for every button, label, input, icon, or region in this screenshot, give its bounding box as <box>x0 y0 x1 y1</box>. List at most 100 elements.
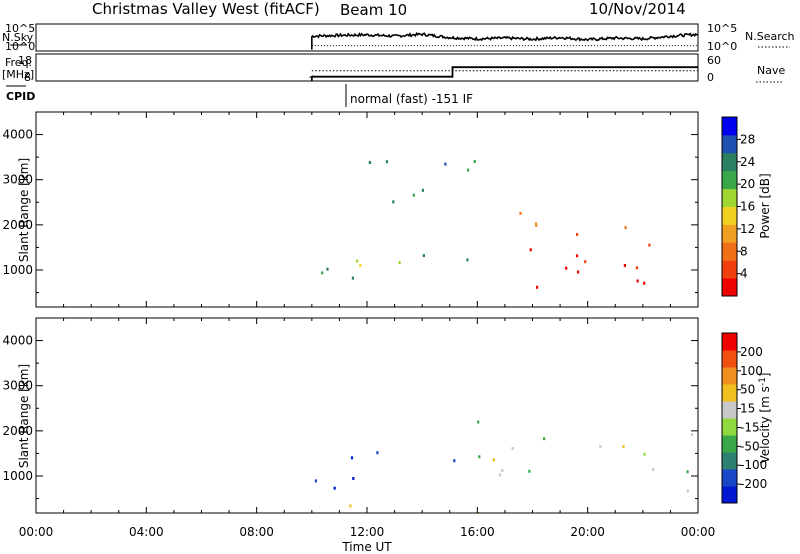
power-cell <box>636 279 639 283</box>
velocity-cell <box>352 477 355 480</box>
power-swatch <box>722 260 737 279</box>
velocity-swatch <box>722 486 737 504</box>
power-cell <box>473 160 476 163</box>
power-ylabel: Slant Range [km] <box>17 158 31 262</box>
freq-axis-label-1: Freq. <box>5 56 32 69</box>
time-tick-label: 04:00 <box>129 525 164 539</box>
velocity-cell <box>511 446 514 450</box>
power-swatch <box>722 224 737 243</box>
velocity-cell <box>477 511 480 513</box>
velocity-swatch <box>722 333 737 351</box>
power-panel: 1000 2000 3000 4000 Slant Range [km] <box>2 111 699 308</box>
nsky-axis-label: N.Sky <box>2 31 34 44</box>
time-axis-label: Time UT <box>341 540 392 554</box>
velocity-colorbar-frame <box>721 332 738 504</box>
nave-axis-label: Nave <box>757 64 785 77</box>
nsky-tick-bottom: 10^0 <box>5 40 35 53</box>
power-cell <box>412 193 415 197</box>
power-cell <box>392 200 395 204</box>
power-colorbar-tick: 16 <box>740 200 755 214</box>
velocity-cell <box>686 489 689 493</box>
velocity-cell <box>498 473 501 477</box>
time-tick-label: 00:00 <box>19 525 54 539</box>
velocity-colorbar-tick: -50 <box>740 439 760 453</box>
velocity-cell <box>686 470 689 474</box>
power-cell <box>326 267 329 271</box>
velocity-colorbar-tick: 50 <box>740 383 755 397</box>
velocity-ylabel: Slant Range [km] <box>17 364 31 468</box>
power-cell <box>534 222 538 226</box>
power-cell <box>648 243 651 247</box>
station-title: Christmas Valley West (fitACF) <box>92 0 320 18</box>
power-ytick-label: 3000 <box>2 173 33 187</box>
power-colorbar: 28 24 20 16 12 8 4 Power [dB] <box>721 116 772 297</box>
velocity-swatch <box>722 384 737 402</box>
velocity-cell <box>528 469 531 473</box>
power-cell <box>467 168 470 172</box>
velocity-colorbar-label: Velocity [m s-1] <box>758 373 772 464</box>
power-cell <box>565 266 568 270</box>
power-cell <box>351 276 354 280</box>
power-cell <box>398 261 401 264</box>
power-ytick-label: 2000 <box>2 218 33 232</box>
power-cell <box>623 264 626 267</box>
cpid-mode: normal (fast) -151 IF <box>350 92 473 106</box>
power-swatch <box>722 152 737 172</box>
velocity-colorbar-tick: -100 <box>740 458 767 472</box>
power-swatch <box>722 278 737 297</box>
power-cell <box>368 161 371 164</box>
power-cell <box>635 266 638 270</box>
nave-tick-bottom: 0 <box>707 71 714 84</box>
time-tick-label: 16:00 <box>460 525 495 539</box>
freq-series-line <box>308 66 698 81</box>
velocity-panel: 1000 2000 3000 4000 Slant Range [km] <box>2 317 699 514</box>
power-cell <box>624 226 627 230</box>
time-tick-label: 00:00 <box>681 525 716 539</box>
velocity-colorbar-tick: -15 <box>740 420 760 434</box>
power-colorbar-tick: 4 <box>740 267 748 281</box>
power-cell <box>356 259 359 263</box>
power-cell <box>421 188 424 192</box>
time-tick-label: 12:00 <box>350 525 385 539</box>
velocity-swatch <box>722 367 737 385</box>
power-cell <box>536 285 539 289</box>
velocity-cell <box>643 452 646 456</box>
velocity-cell <box>501 469 504 472</box>
beam-label: Beam 10 <box>340 1 407 19</box>
power-swatch <box>722 188 737 207</box>
velocity-cell <box>478 455 481 459</box>
power-colorbar-tick: 8 <box>740 244 748 258</box>
velocity-swatch <box>722 350 737 368</box>
power-swatch <box>722 117 737 136</box>
power-swatch <box>722 242 737 261</box>
velocity-cell <box>543 437 546 441</box>
freq-tick-top: 18 <box>18 54 32 67</box>
velocity-cell <box>333 486 336 490</box>
velocity-cell <box>314 479 317 483</box>
power-colorbar-frame <box>721 116 738 297</box>
velocity-swatch <box>722 452 737 470</box>
power-swatch <box>722 170 737 190</box>
velocity-cell <box>477 420 480 424</box>
cpid-row: CPID normal (fast) -151 IF <box>6 84 473 107</box>
power-cell <box>422 254 425 258</box>
velocity-swatch <box>722 418 737 436</box>
date-label: 10/Nov/2014 <box>589 0 686 18</box>
velocity-cell <box>350 456 354 460</box>
velocity-colorbar-tick: 100 <box>740 364 763 378</box>
power-cell <box>529 248 532 252</box>
nsky-tick-top: 10^5 <box>5 22 35 35</box>
power-colorbar-tick: 12 <box>740 222 755 236</box>
cpid-label: CPID <box>6 90 35 103</box>
nsky-frame <box>35 23 699 52</box>
power-colorbar-tick: 28 <box>740 132 755 146</box>
power-cell <box>444 162 447 166</box>
power-cell <box>584 260 587 264</box>
power-cell <box>535 223 538 227</box>
nsky-panel: N.Sky 10^5 10^0 10^5 10^0 N.Search <box>2 22 795 53</box>
velocity-cell <box>492 458 495 462</box>
velocity-cell <box>690 433 693 437</box>
power-colorbar-tick: 24 <box>740 155 755 169</box>
power-cell <box>385 160 388 164</box>
